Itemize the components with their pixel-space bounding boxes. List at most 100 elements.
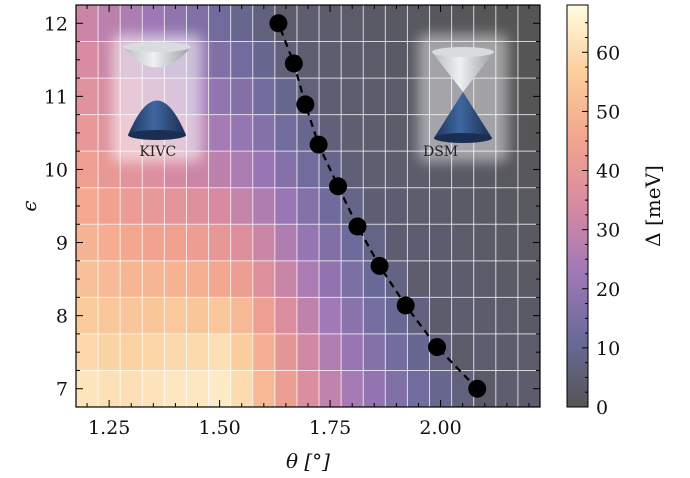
heatmap-cell <box>363 78 386 116</box>
y-tick-label: 7 <box>56 379 68 401</box>
data-point <box>296 95 315 114</box>
heatmap-cell <box>208 260 232 298</box>
heatmap-cell <box>274 333 298 371</box>
phase-boundary-series <box>269 14 487 398</box>
x-tick-label: 2.00 <box>419 417 461 439</box>
heatmap-cell <box>142 260 165 298</box>
heatmap-cell <box>230 114 254 152</box>
colorbar-label: Δ [meV] <box>641 165 665 247</box>
heatmap-cell <box>98 297 121 335</box>
heatmap-cell <box>186 297 210 335</box>
heatmap-cell <box>252 151 276 189</box>
heatmap-cell <box>296 187 320 225</box>
y-tick-label: 8 <box>56 306 68 328</box>
heatmap-cell <box>407 333 431 371</box>
heatmap-cell <box>252 187 276 225</box>
data-point <box>269 14 288 33</box>
heatmap-cell <box>319 297 342 335</box>
heatmap-cell <box>142 370 165 407</box>
heatmap-cell <box>76 370 99 407</box>
heatmap-cell <box>142 5 165 43</box>
heatmap-cell <box>98 260 121 298</box>
heatmap-cell <box>296 151 320 189</box>
heatmap-cell <box>186 5 210 43</box>
heatmap-cell <box>76 333 99 371</box>
heatmap-cell <box>98 5 121 43</box>
heatmap-cell <box>429 370 453 407</box>
heatmap-cell <box>98 151 121 189</box>
heatmap-cell <box>76 114 99 152</box>
heatmap-cell <box>385 224 408 262</box>
gapped-bands-icon <box>123 42 191 140</box>
heatmap-cell <box>296 333 320 371</box>
heatmap-cell <box>252 41 276 79</box>
heatmap-cell <box>252 260 276 298</box>
y-tick-label: 10 <box>44 159 68 181</box>
heatmap-cell <box>363 41 386 79</box>
colorbar-tick-label: 30 <box>596 220 620 242</box>
heatmap-cell <box>363 370 386 407</box>
heatmap-cell <box>120 297 143 335</box>
heatmap-cell <box>252 78 276 116</box>
heatmap-cell <box>230 224 254 262</box>
heatmap-cell <box>252 297 276 335</box>
heatmap-cell <box>230 297 254 335</box>
heatmap-cell <box>495 187 519 225</box>
data-point <box>329 177 348 196</box>
y-tick-label: 11 <box>44 86 68 108</box>
heatmap-cell <box>341 370 364 407</box>
heatmap-cell <box>319 370 342 407</box>
heatmap-cell <box>517 151 540 189</box>
data-point <box>428 338 447 357</box>
heatmap-cell <box>451 297 475 335</box>
heatmap-cell <box>274 224 298 262</box>
heatmap-cell <box>473 187 497 225</box>
dirac-cone-icon <box>432 47 494 143</box>
heatmap-cell <box>230 260 254 298</box>
heatmap-cell <box>186 187 210 225</box>
heatmap-cell <box>76 297 99 335</box>
heatmap-cell <box>429 187 453 225</box>
heatmap-cell <box>230 5 254 43</box>
data-point <box>309 135 328 154</box>
y-axis-label: ϵ <box>17 200 41 211</box>
heatmap-cell <box>341 260 364 298</box>
heatmap-cell <box>363 224 386 262</box>
colorbar-tick-label: 50 <box>596 101 620 123</box>
heatmap-cell <box>385 151 408 189</box>
heatmap-cell <box>363 297 386 335</box>
heatmap-cell <box>363 5 386 43</box>
heatmap-cell <box>429 297 453 335</box>
heatmap-cell <box>341 333 364 371</box>
heatmap-cell <box>208 5 232 43</box>
heatmap-cell <box>230 187 254 225</box>
heatmap-cell <box>319 333 342 371</box>
heatmap-cell <box>407 5 431 43</box>
heatmap-cell <box>385 78 408 116</box>
data-point <box>396 296 415 315</box>
heatmap-cell <box>76 41 99 79</box>
heatmap-cell <box>473 5 497 43</box>
heatmap-cell <box>451 187 475 225</box>
y-tick-label: 9 <box>56 233 68 255</box>
heatmap-cell <box>208 297 232 335</box>
y-tick-label: 12 <box>44 13 68 35</box>
colorbar-tick-label: 60 <box>596 42 620 64</box>
heatmap-cell <box>274 260 298 298</box>
heatmap-cell <box>495 370 519 407</box>
heatmap-cell <box>208 187 232 225</box>
heatmap-cell <box>296 370 320 407</box>
heatmap-cell <box>517 260 540 298</box>
heatmap-cell <box>252 224 276 262</box>
colorbar: 0 10 20 30 40 50 60 Δ [meV] <box>566 4 665 419</box>
heatmap-cell <box>319 224 342 262</box>
heatmap-cell <box>451 333 475 371</box>
heatmap-cell <box>385 41 408 79</box>
heatmap-cell <box>274 370 298 407</box>
x-tick-label: 1.25 <box>88 417 130 439</box>
heatmap-cell <box>429 224 453 262</box>
heatmap-cell <box>230 333 254 371</box>
heatmap-cell <box>76 78 99 116</box>
heatmap-cell <box>208 370 232 407</box>
